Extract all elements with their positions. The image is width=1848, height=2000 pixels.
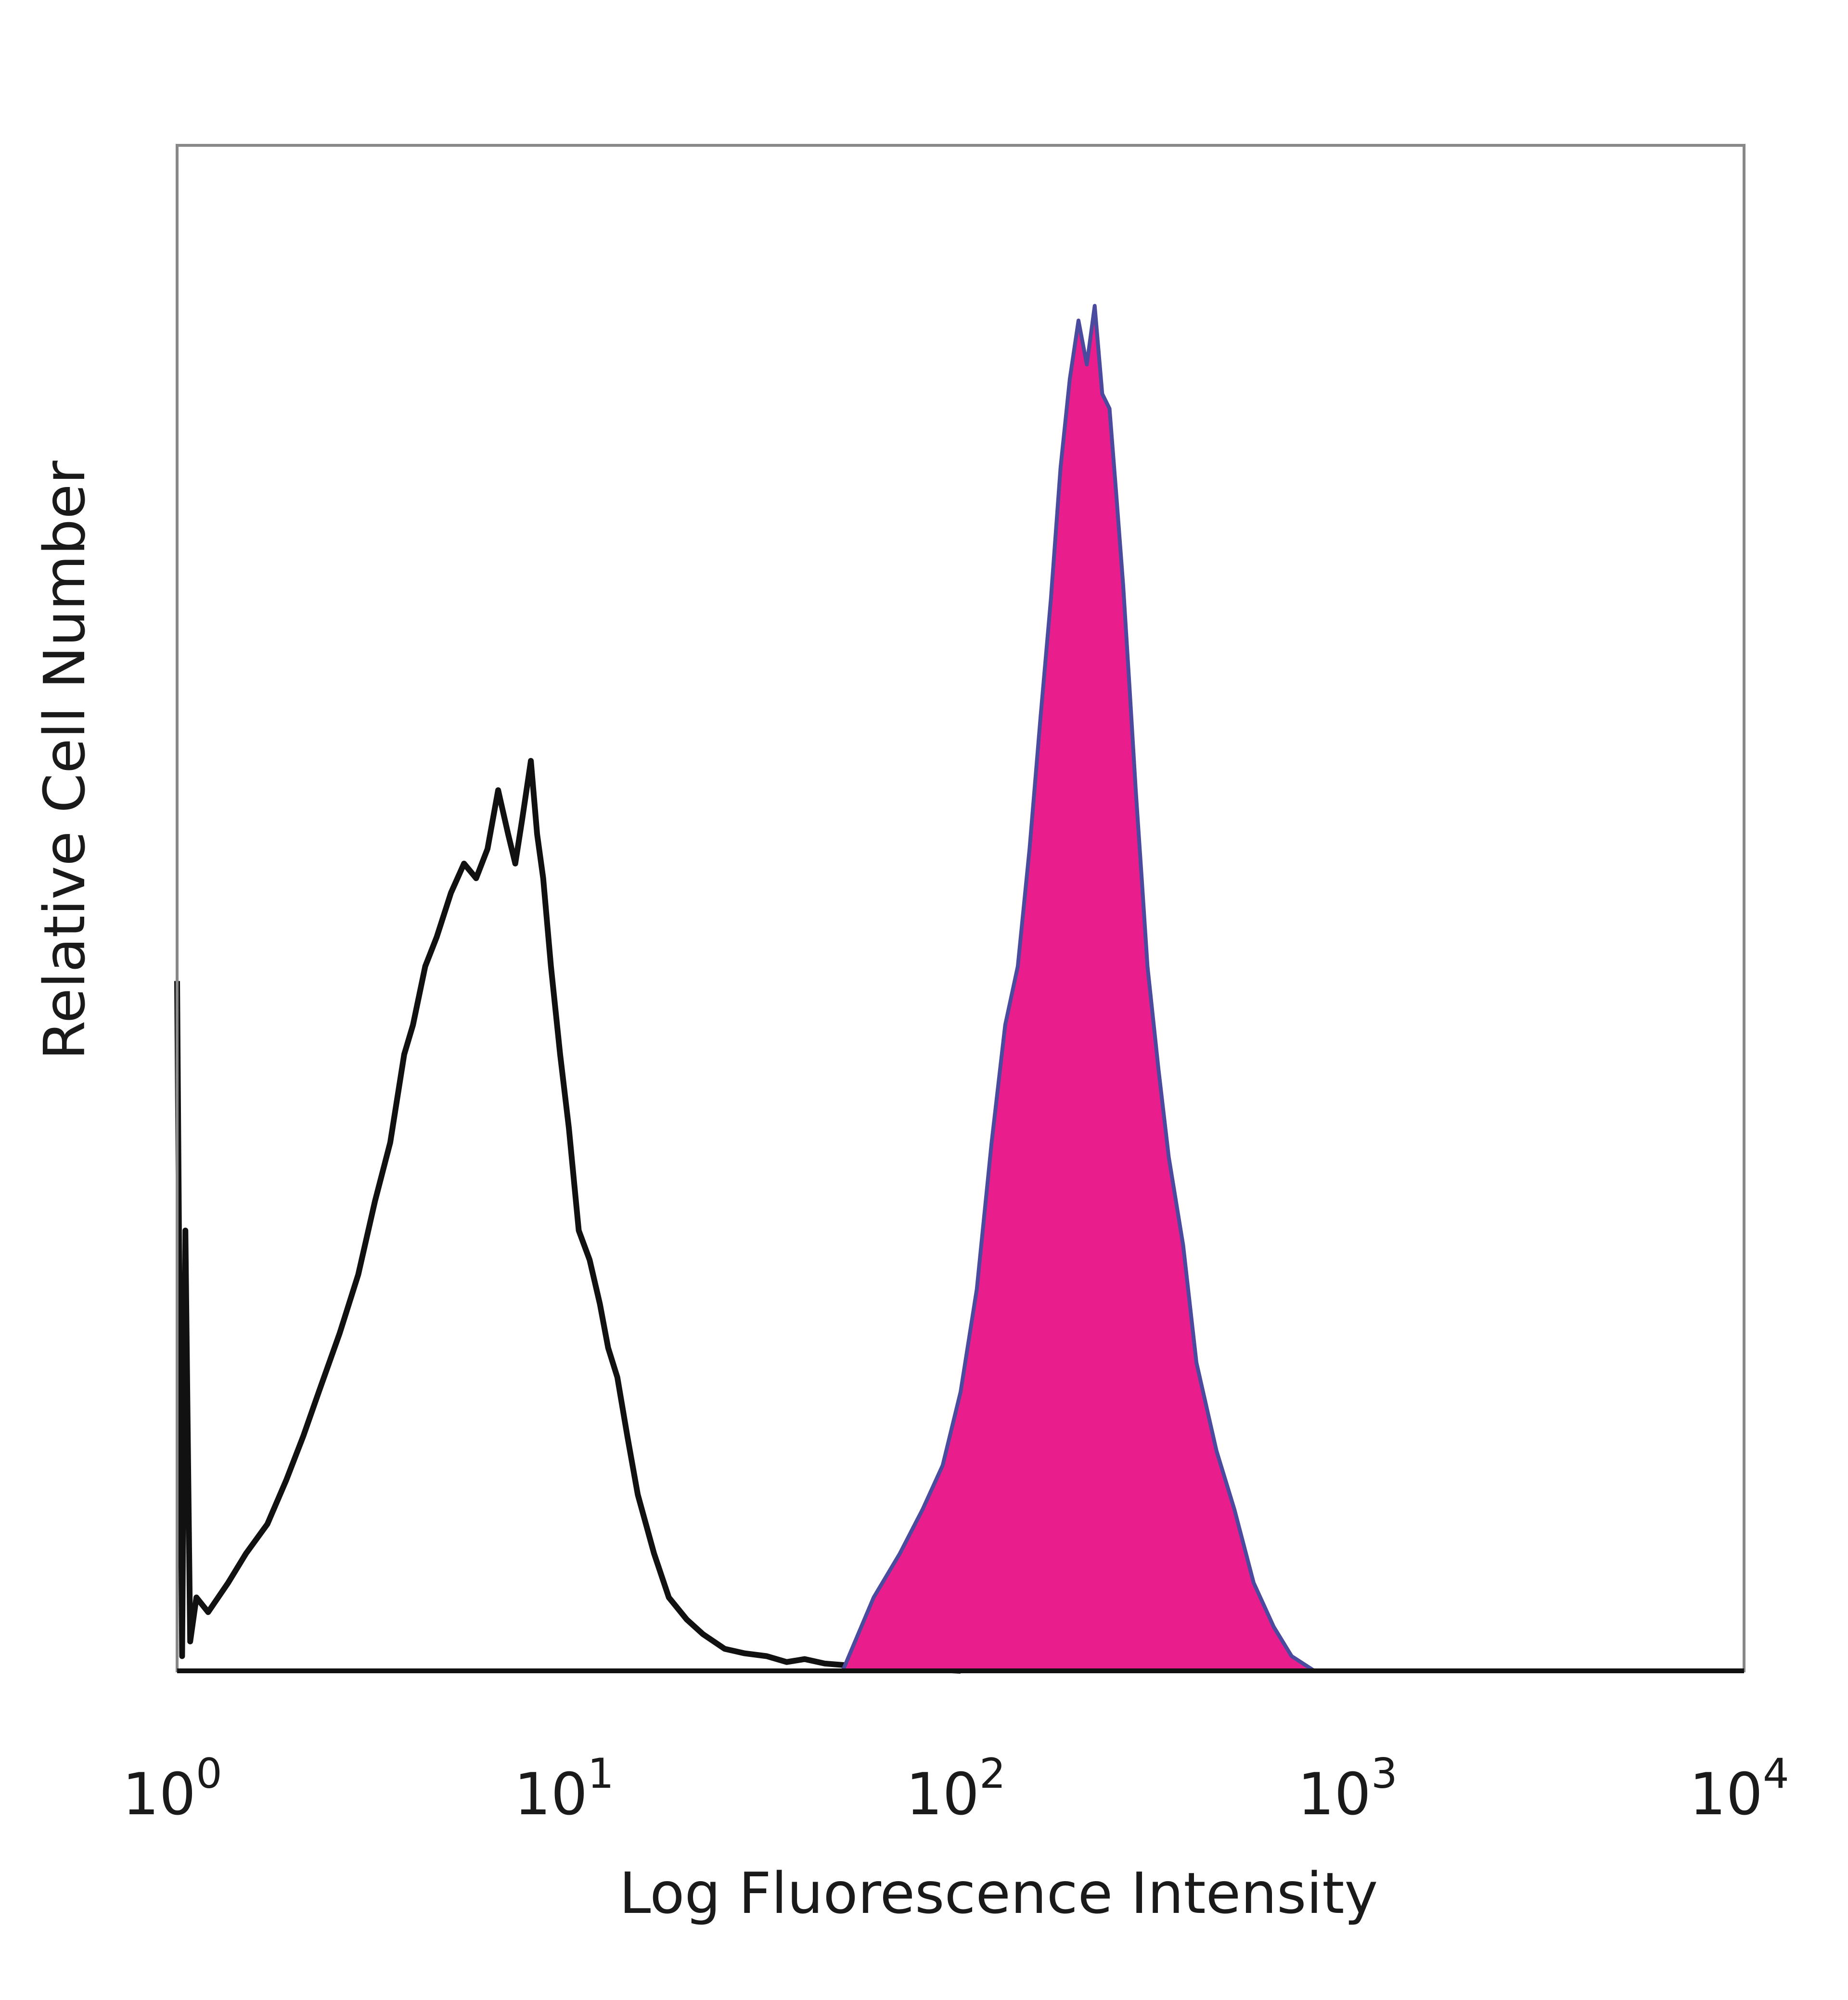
x-tick-exponent: 4: [1763, 1750, 1789, 1798]
x-tick-exponent: 2: [979, 1750, 1006, 1798]
x-axis-label: Log Fluorescence Intensity: [619, 1860, 1378, 1926]
x-tick-base: 10: [1297, 1761, 1371, 1828]
x-tick-label: 103: [1297, 1750, 1397, 1828]
x-tick-label: 101: [514, 1750, 614, 1828]
x-tick-base: 10: [1689, 1761, 1763, 1828]
series-layer: [174, 304, 1317, 1674]
x-tick-exponent: 1: [588, 1750, 614, 1798]
x-tick-label: 100: [122, 1750, 222, 1828]
x-tick-base: 10: [122, 1761, 196, 1828]
x-tick-exponent: 3: [1371, 1750, 1398, 1798]
x-tick-base: 10: [906, 1761, 979, 1828]
x-tick-exponent: 0: [196, 1750, 222, 1798]
control-histogram-line: [174, 758, 961, 1674]
x-tick-label: 102: [906, 1750, 1005, 1828]
x-tick-label: 104: [1689, 1750, 1789, 1828]
x-tick-base: 10: [514, 1761, 588, 1828]
y-axis-label: Relative Cell Number: [31, 461, 98, 1060]
x-tick-labels: 100 101 102 103 104: [122, 1750, 1789, 1828]
stained-histogram-area: [841, 304, 1317, 1673]
